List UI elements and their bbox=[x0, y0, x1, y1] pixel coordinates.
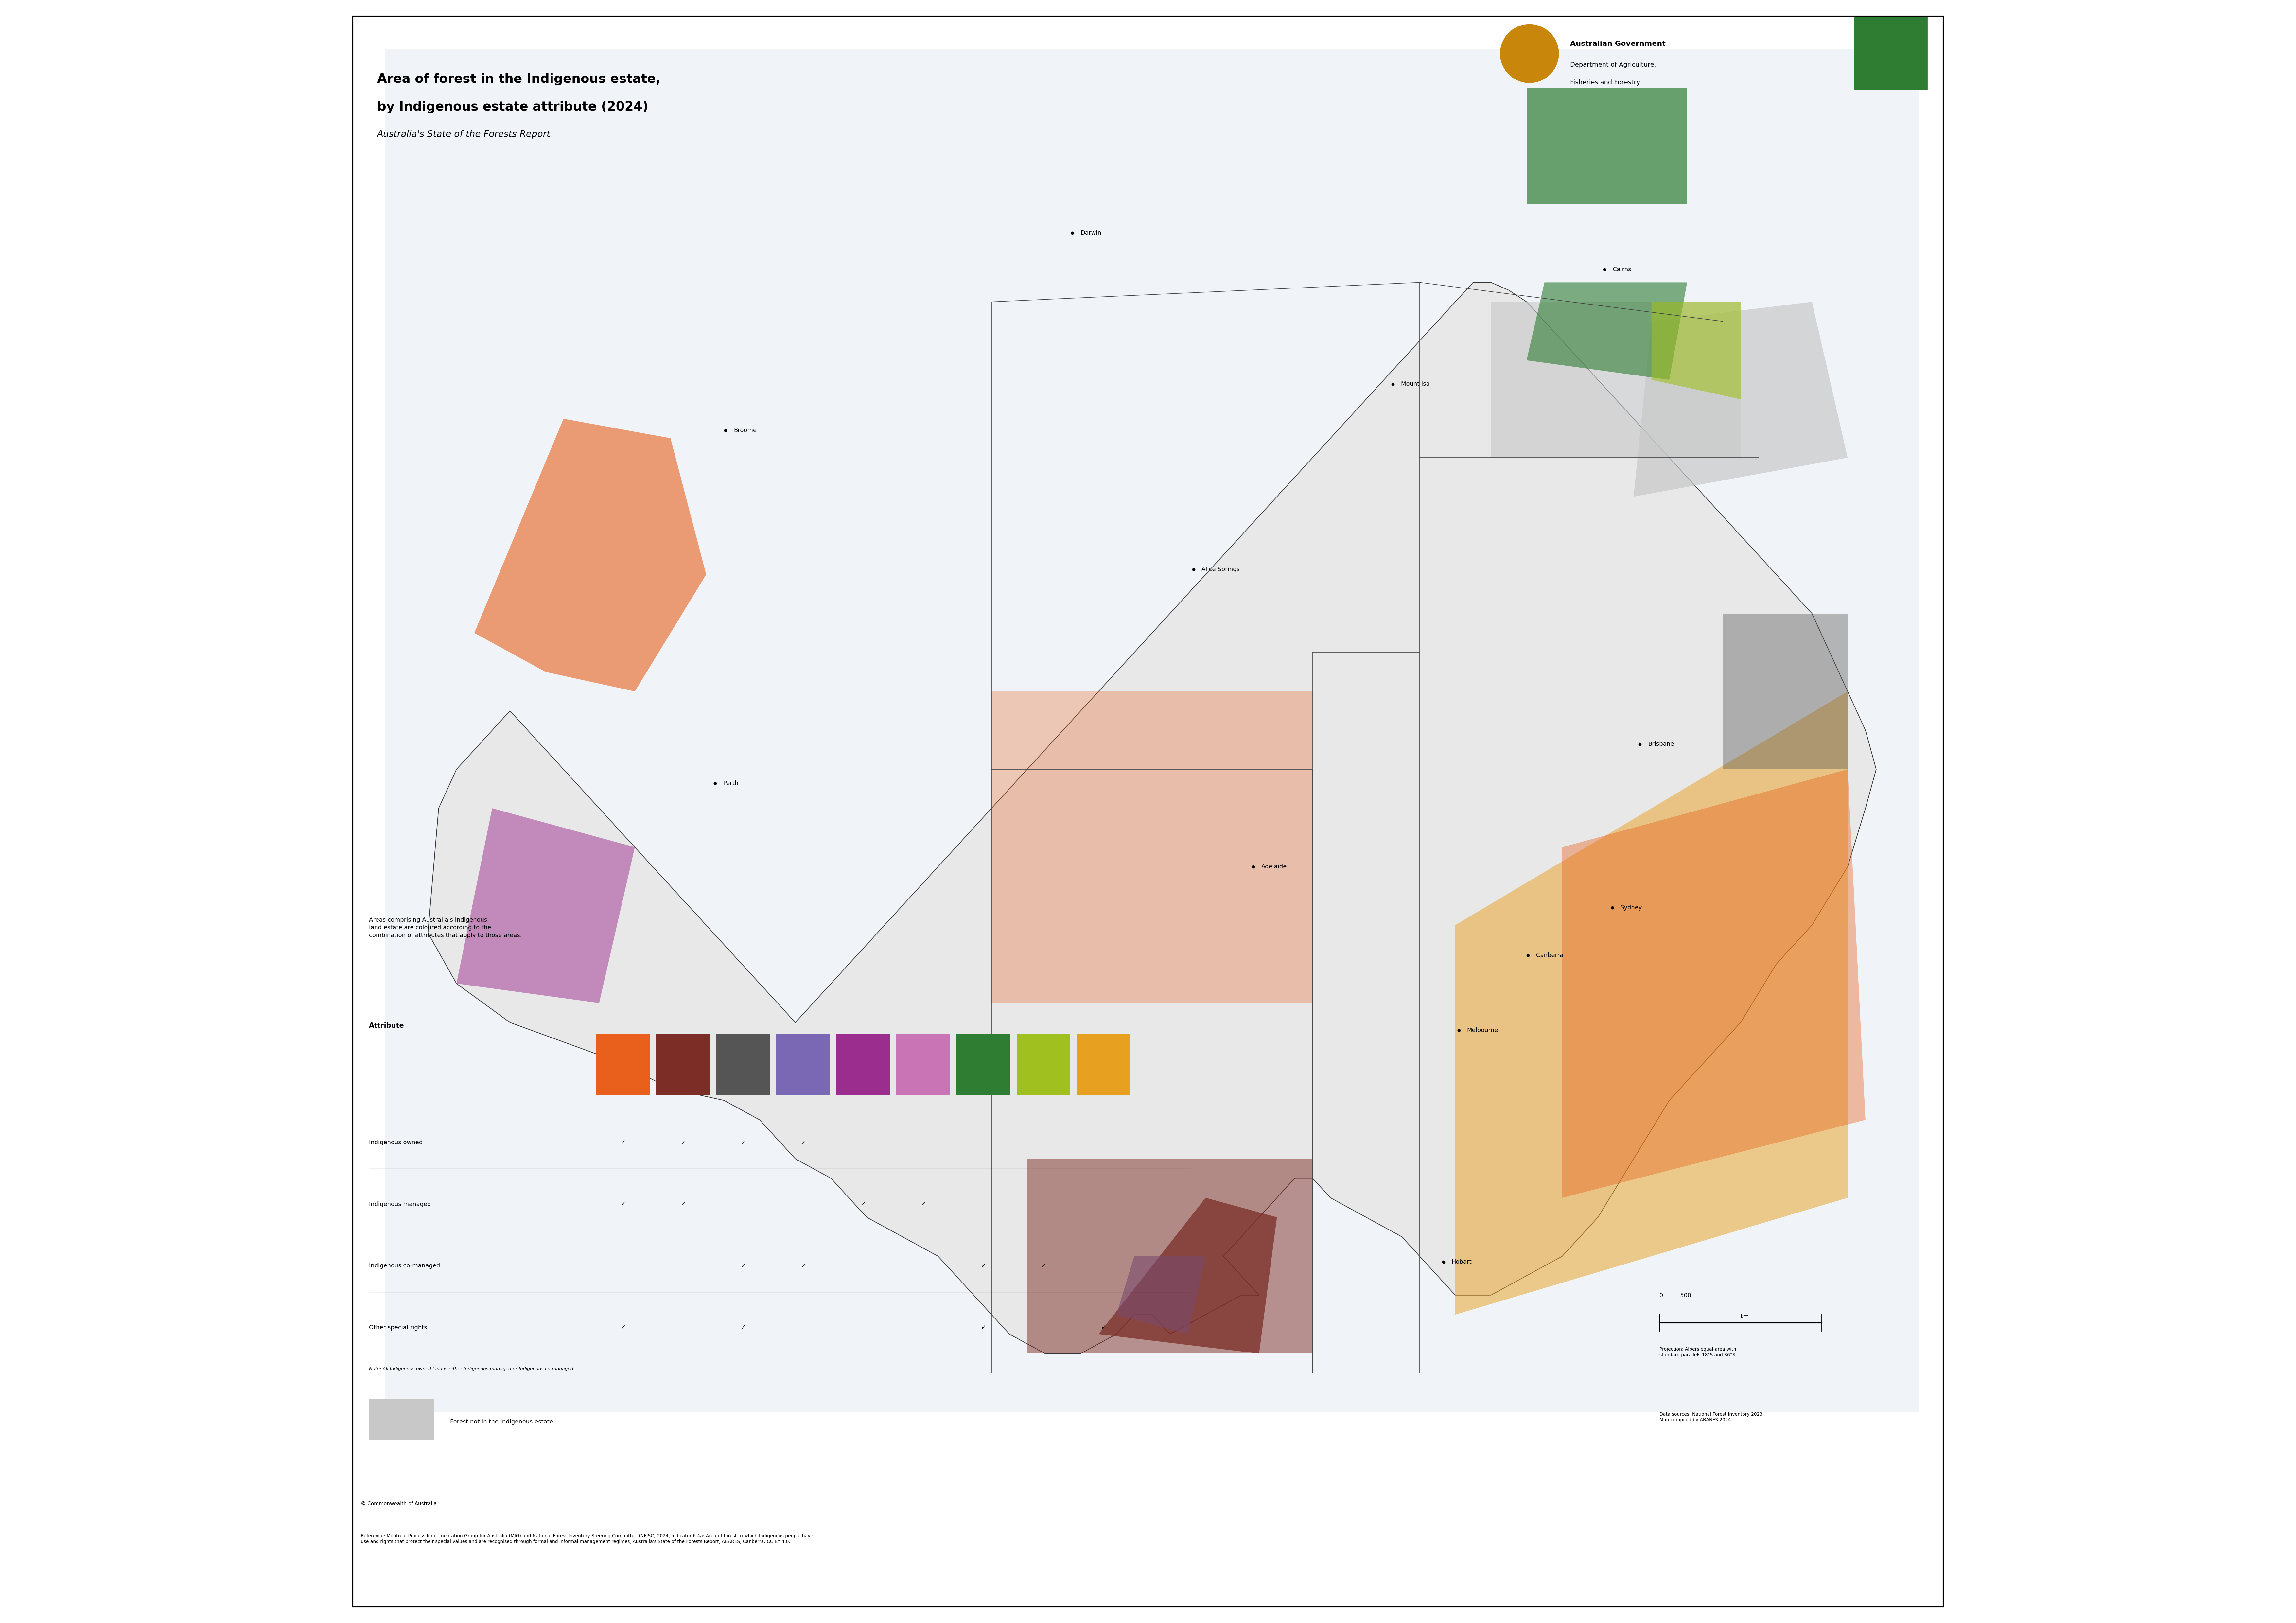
Bar bbox=[716, 1034, 769, 1096]
Text: Other special rights: Other special rights bbox=[370, 1324, 427, 1331]
Bar bbox=[1077, 1034, 1130, 1096]
Text: ✓: ✓ bbox=[1040, 1263, 1047, 1269]
Text: ✓: ✓ bbox=[680, 1139, 687, 1146]
Text: Perth: Perth bbox=[723, 781, 739, 787]
Polygon shape bbox=[1651, 302, 1740, 399]
Bar bbox=[1017, 1034, 1070, 1096]
Text: Area of forest in the Indigenous estate,: Area of forest in the Indigenous estate, bbox=[377, 73, 661, 86]
Bar bbox=[776, 1034, 829, 1096]
Text: Australia's State of the Forests Report: Australia's State of the Forests Report bbox=[377, 130, 551, 140]
Bar bbox=[895, 1034, 951, 1096]
Text: Areas comprising Australia's Indigenous
land estate are coloured according to th: Areas comprising Australia's Indigenous … bbox=[370, 917, 521, 938]
Text: Fisheries and Forestry: Fisheries and Forestry bbox=[1570, 80, 1639, 86]
Text: ✓: ✓ bbox=[739, 1324, 746, 1331]
Text: by Indigenous estate attribute (2024): by Indigenous estate attribute (2024) bbox=[377, 101, 647, 114]
Text: ✓: ✓ bbox=[980, 1324, 985, 1331]
Polygon shape bbox=[1097, 1198, 1277, 1354]
Polygon shape bbox=[1527, 282, 1688, 380]
Text: ✓: ✓ bbox=[739, 1139, 746, 1146]
Text: Brisbane: Brisbane bbox=[1649, 742, 1674, 747]
Polygon shape bbox=[1635, 302, 1848, 497]
Bar bbox=[386, 49, 1919, 1412]
Polygon shape bbox=[1456, 691, 1848, 1315]
Text: ✓: ✓ bbox=[680, 1201, 687, 1208]
Text: Alice Springs: Alice Springs bbox=[1201, 566, 1240, 573]
Text: Cairns: Cairns bbox=[1612, 266, 1630, 273]
Polygon shape bbox=[457, 808, 634, 1003]
Text: Indigenous co-managed: Indigenous co-managed bbox=[370, 1263, 441, 1269]
Polygon shape bbox=[992, 691, 1313, 1003]
Polygon shape bbox=[427, 282, 1876, 1354]
Bar bbox=[657, 1034, 709, 1096]
Bar bbox=[370, 1399, 434, 1440]
Text: Melbourne: Melbourne bbox=[1467, 1027, 1497, 1034]
Text: Note: All Indigenous owned land is either Indigenous managed or Indigenous co-ma: Note: All Indigenous owned land is eithe… bbox=[370, 1367, 574, 1371]
Text: Canberra: Canberra bbox=[1536, 953, 1564, 958]
Text: Adelaide: Adelaide bbox=[1261, 863, 1288, 870]
Text: ✓: ✓ bbox=[739, 1263, 746, 1269]
Circle shape bbox=[1499, 24, 1559, 83]
Polygon shape bbox=[1026, 1159, 1313, 1354]
Polygon shape bbox=[475, 419, 707, 691]
Text: Data sources: National Forest Inventory 2023
Map compiled by ABARES 2024: Data sources: National Forest Inventory … bbox=[1660, 1412, 1763, 1422]
Text: Broome: Broome bbox=[735, 427, 758, 433]
Text: Forest not in the Indigenous estate: Forest not in the Indigenous estate bbox=[450, 1419, 553, 1425]
Bar bbox=[597, 1034, 650, 1096]
Text: ✓: ✓ bbox=[1100, 1324, 1107, 1331]
Bar bbox=[836, 1034, 891, 1096]
Text: ✓: ✓ bbox=[620, 1324, 625, 1331]
Text: Darwin: Darwin bbox=[1081, 230, 1102, 235]
Bar bbox=[1855, 16, 1926, 89]
Text: Mount Isa: Mount Isa bbox=[1401, 381, 1430, 386]
Text: Department of Agriculture,: Department of Agriculture, bbox=[1570, 62, 1655, 68]
Text: ✓: ✓ bbox=[801, 1263, 806, 1269]
Text: ✓: ✓ bbox=[921, 1201, 925, 1208]
Text: Australian Government: Australian Government bbox=[1570, 41, 1665, 47]
Text: Reference: Montreal Process Implementation Group for Australia (MIG) and Nationa: Reference: Montreal Process Implementati… bbox=[360, 1534, 813, 1543]
Text: © Commonwealth of Australia: © Commonwealth of Australia bbox=[360, 1501, 436, 1506]
Polygon shape bbox=[1722, 613, 1848, 769]
Text: km: km bbox=[1740, 1313, 1750, 1319]
Text: Attribute: Attribute bbox=[370, 1022, 404, 1029]
Polygon shape bbox=[1116, 1256, 1205, 1334]
Text: ✓: ✓ bbox=[620, 1139, 625, 1146]
Polygon shape bbox=[1490, 302, 1740, 458]
Text: ✓: ✓ bbox=[620, 1201, 625, 1208]
Bar bbox=[957, 1034, 1010, 1096]
Polygon shape bbox=[1527, 88, 1688, 204]
Text: Indigenous managed: Indigenous managed bbox=[370, 1201, 432, 1208]
Text: Hobart: Hobart bbox=[1451, 1259, 1472, 1264]
Text: Sydney: Sydney bbox=[1621, 904, 1642, 911]
Text: Projection: Albers equal-area with
standard parallels 18°S and 36°S: Projection: Albers equal-area with stand… bbox=[1660, 1347, 1736, 1357]
Text: ABARES: ABARES bbox=[1880, 50, 1901, 54]
Polygon shape bbox=[1561, 769, 1864, 1198]
Text: ✓: ✓ bbox=[801, 1139, 806, 1146]
Text: Indigenous owned: Indigenous owned bbox=[370, 1139, 422, 1146]
Text: ✓: ✓ bbox=[980, 1263, 985, 1269]
Text: ✓: ✓ bbox=[861, 1201, 866, 1208]
Text: 0         500: 0 500 bbox=[1660, 1292, 1692, 1298]
